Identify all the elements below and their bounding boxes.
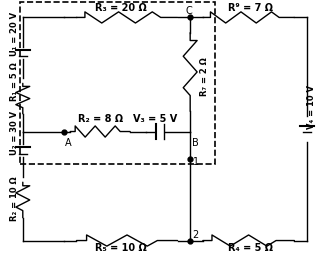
Text: R₁ = 5 Ω: R₁ = 5 Ω (10, 62, 19, 101)
Text: R₂ = 8 Ω: R₂ = 8 Ω (78, 113, 123, 123)
Text: C: C (185, 6, 192, 16)
Text: 1: 1 (193, 156, 199, 166)
Text: U₂ = 30 V: U₂ = 30 V (10, 110, 19, 154)
Text: R₃ = 20 Ω: R₃ = 20 Ω (95, 3, 147, 13)
Text: A: A (65, 137, 72, 147)
Text: R₇ = 2 Ω: R₇ = 2 Ω (200, 57, 209, 96)
Text: R₅ = 10 Ω: R₅ = 10 Ω (95, 242, 147, 252)
Text: V₃ = 5 V: V₃ = 5 V (133, 113, 177, 123)
Bar (20, 3, 215, 165)
Text: R₂ = 10 Ω: R₂ = 10 Ω (10, 176, 19, 220)
Text: V₄ = 10 V: V₄ = 10 V (307, 85, 316, 129)
Text: R₄ = 5 Ω: R₄ = 5 Ω (228, 242, 273, 252)
Text: 2: 2 (193, 229, 199, 239)
Text: R⁹ = 7 Ω: R⁹ = 7 Ω (228, 3, 273, 13)
Text: U₁ = 20 V: U₁ = 20 V (10, 11, 19, 55)
Text: B: B (191, 137, 198, 147)
